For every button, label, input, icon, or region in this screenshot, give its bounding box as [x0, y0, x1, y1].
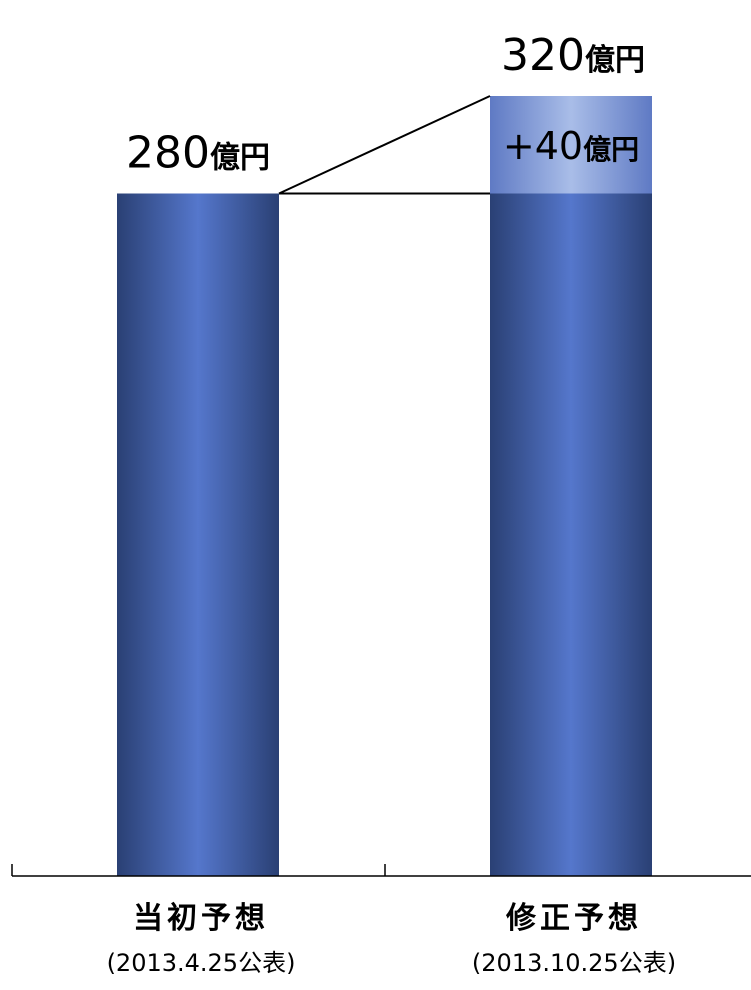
bar-revised-forecast — [490, 193, 652, 876]
bar-increase-segment — [490, 96, 652, 194]
category-label-0: 当初予想 — [133, 901, 269, 936]
value-label-1: 320億円 — [501, 30, 645, 81]
bar-initial-forecast — [117, 193, 279, 876]
category-label-1: 修正予想 — [505, 901, 642, 936]
category-sublabel-0: (2013.4.25公表) — [107, 949, 296, 977]
increase-label: +40億円 — [503, 124, 639, 168]
category-sublabel-1: (2013.10.25公表) — [472, 949, 676, 977]
value-label-0: 280億円 — [126, 128, 270, 179]
connector-line-diagonal — [278, 95, 491, 195]
